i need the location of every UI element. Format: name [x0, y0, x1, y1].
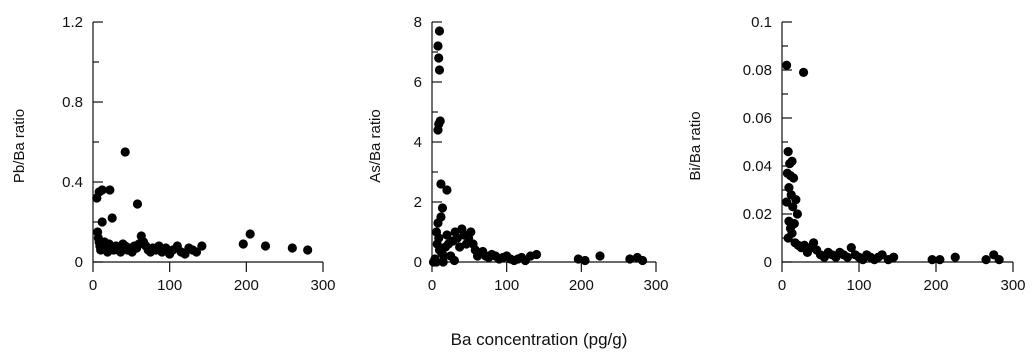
chart2-data-point	[531, 249, 542, 260]
chart3-data-point	[994, 255, 1004, 265]
chart3-data-point	[788, 202, 798, 212]
chart1-data-point	[197, 241, 207, 251]
chart1-data-point	[105, 185, 115, 195]
chart1-y-tick-label: 1.2	[62, 14, 83, 31]
chart2-data-point	[625, 254, 635, 264]
chart2-data-point	[449, 255, 459, 266]
chart3-data-point	[784, 183, 794, 193]
chart1-ylabel: Pb/Ba ratio	[11, 109, 28, 183]
chart2-data-point	[431, 257, 442, 267]
chart3-x-tick-label: 300	[1000, 277, 1025, 294]
chart2-y-tick-label: 4	[414, 134, 422, 151]
chart2-data-point	[580, 255, 590, 266]
chart1-x-tick-label: 100	[157, 277, 182, 294]
chart1-data-point	[120, 147, 130, 157]
chart2-y-tick-label: 2	[414, 194, 422, 211]
chart3-data-point	[927, 255, 937, 265]
chart2-data-point	[442, 230, 452, 240]
chart1-data-point	[107, 213, 117, 223]
chart3-x-tick-label: 100	[846, 277, 871, 294]
chart1-x-tick-label: 300	[310, 277, 335, 294]
chart2-x-tick-label: 300	[643, 277, 668, 294]
chart2-data-point	[434, 53, 444, 63]
chart3-data-point	[981, 255, 991, 265]
chart1-data-point	[303, 245, 313, 255]
chart3-data-point	[889, 252, 899, 262]
chart3-data-point	[792, 209, 803, 219]
chart2-ylabel: As/Ba ratio	[367, 109, 384, 182]
chart1-y-tick-label: 0	[75, 254, 83, 271]
chart3-y-tick-label: 0.06	[743, 110, 772, 127]
chart3-x-tick-label: 0	[778, 277, 786, 294]
chart2-data-point	[437, 203, 448, 213]
chart3-data-point	[783, 233, 793, 243]
chart1-data-point	[238, 239, 248, 249]
chart3-data-point	[842, 252, 853, 262]
chart2-y-tick-label: 8	[414, 14, 422, 31]
chart2-data-point	[438, 257, 448, 267]
chart2-data-point	[433, 218, 443, 228]
chart3-ylabel: Bi/Ba ratio	[687, 111, 704, 180]
chart1-data-point	[260, 241, 271, 251]
chart3-data-point	[788, 173, 799, 183]
chart3-x-tick-label: 200	[923, 277, 948, 294]
chart2-y-tick-label: 0	[414, 254, 422, 271]
chart2-data-point	[466, 227, 476, 237]
chart2-data-point	[434, 26, 445, 36]
chart2-x-tick-label: 100	[494, 277, 519, 294]
chart2-data-point	[434, 65, 445, 75]
chart2-data-point	[436, 179, 446, 189]
chart2-data-point	[433, 125, 443, 135]
chart1-data-point	[287, 243, 297, 253]
chart3-data-point	[783, 147, 793, 157]
chart3-data-point	[782, 60, 792, 70]
chart1-y-tick-label: 0.8	[62, 94, 83, 111]
chart2-data-point	[433, 41, 443, 51]
chart3-data-point	[950, 252, 960, 262]
chart2-y-tick-label: 6	[414, 74, 422, 91]
chart3-data-point	[791, 195, 801, 205]
chart3-data-point	[808, 238, 819, 248]
shared-x-axis-label: Ba concentration (pg/g)	[451, 330, 628, 349]
chart3-data-point	[787, 156, 797, 166]
chart3-data-point	[798, 67, 809, 77]
chart2-x-tick-label: 200	[569, 277, 594, 294]
chart1-data-point	[191, 247, 202, 257]
chart1-x-tick-label: 0	[89, 277, 97, 294]
chart3-data-point	[935, 255, 945, 265]
chart2-data-point	[442, 185, 452, 195]
chart3-data-point	[846, 243, 856, 253]
chart1-y-tick-label: 0.4	[62, 174, 83, 191]
chart3-y-tick-label: 0.1	[751, 14, 772, 31]
chart2-data-point	[595, 251, 605, 261]
chart3-y-tick-label: 0.02	[743, 206, 772, 223]
chart3-y-tick-label: 0.08	[743, 62, 772, 79]
chart1-data-point	[97, 217, 107, 227]
chart3-y-tick-label: 0	[764, 254, 772, 271]
chart1-data-point	[132, 199, 143, 209]
chart3-y-tick-label: 0.04	[743, 158, 772, 175]
chart2-data-point	[637, 255, 648, 266]
chart1-x-tick-label: 200	[234, 277, 259, 294]
chart2-x-tick-label: 0	[428, 277, 436, 294]
chart1-data-point	[97, 185, 107, 195]
chart1-data-point	[245, 229, 255, 239]
